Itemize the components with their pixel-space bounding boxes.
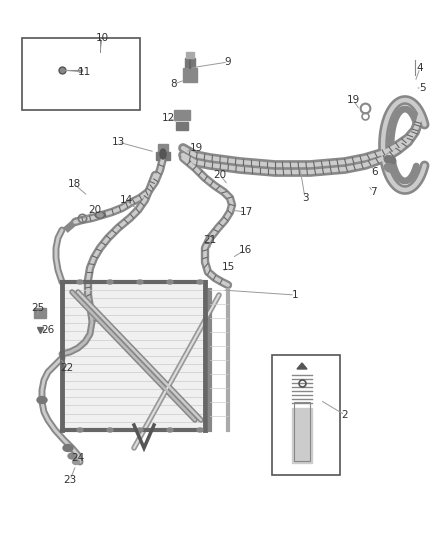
Text: 20: 20 xyxy=(88,205,102,215)
Ellipse shape xyxy=(384,164,396,172)
Bar xyxy=(156,152,170,160)
Text: 10: 10 xyxy=(95,33,109,43)
Ellipse shape xyxy=(197,280,203,284)
Ellipse shape xyxy=(107,428,113,432)
Text: 2: 2 xyxy=(342,410,348,420)
Ellipse shape xyxy=(68,453,76,459)
Ellipse shape xyxy=(77,280,83,284)
Ellipse shape xyxy=(167,280,173,284)
Text: 6: 6 xyxy=(372,167,378,177)
Bar xyxy=(174,110,190,120)
Bar xyxy=(62,282,205,430)
Ellipse shape xyxy=(197,428,203,432)
Bar xyxy=(294,402,310,461)
Ellipse shape xyxy=(95,212,105,218)
Text: 23: 23 xyxy=(64,475,77,485)
Bar xyxy=(158,144,168,152)
Text: 19: 19 xyxy=(189,143,203,153)
Polygon shape xyxy=(297,363,307,369)
Text: 17: 17 xyxy=(240,207,253,217)
Ellipse shape xyxy=(97,213,103,217)
Text: 14: 14 xyxy=(120,195,133,205)
Ellipse shape xyxy=(137,428,143,432)
Text: 15: 15 xyxy=(221,262,235,272)
Text: 21: 21 xyxy=(203,235,217,245)
Ellipse shape xyxy=(73,459,80,464)
Text: 5: 5 xyxy=(419,83,425,93)
Text: 25: 25 xyxy=(32,303,45,313)
Text: 8: 8 xyxy=(171,79,177,89)
Text: 19: 19 xyxy=(346,95,360,105)
Ellipse shape xyxy=(137,280,143,284)
Text: 7: 7 xyxy=(370,187,376,197)
Ellipse shape xyxy=(384,156,396,164)
Text: 12: 12 xyxy=(161,113,175,123)
Text: 9: 9 xyxy=(225,57,231,67)
Ellipse shape xyxy=(167,428,173,432)
Text: 24: 24 xyxy=(71,453,85,463)
Bar xyxy=(183,68,197,82)
Bar xyxy=(272,355,340,475)
Text: 4: 4 xyxy=(417,63,423,73)
Text: 1: 1 xyxy=(292,290,298,300)
Text: 3: 3 xyxy=(302,193,308,203)
Text: 13: 13 xyxy=(111,137,125,147)
Ellipse shape xyxy=(37,397,47,403)
Bar xyxy=(34,308,46,318)
Text: 22: 22 xyxy=(60,363,74,373)
Text: 18: 18 xyxy=(67,179,81,189)
Text: 20: 20 xyxy=(213,170,226,180)
Ellipse shape xyxy=(63,445,73,451)
Bar xyxy=(176,122,188,130)
Text: 16: 16 xyxy=(238,245,251,255)
Bar xyxy=(185,58,195,68)
Ellipse shape xyxy=(160,149,166,159)
Bar xyxy=(186,52,194,58)
Bar xyxy=(292,408,312,463)
Text: 11: 11 xyxy=(78,67,91,77)
Ellipse shape xyxy=(107,280,113,284)
Ellipse shape xyxy=(77,428,83,432)
Bar xyxy=(62,282,205,430)
Bar xyxy=(22,38,140,110)
Text: 26: 26 xyxy=(41,325,55,335)
